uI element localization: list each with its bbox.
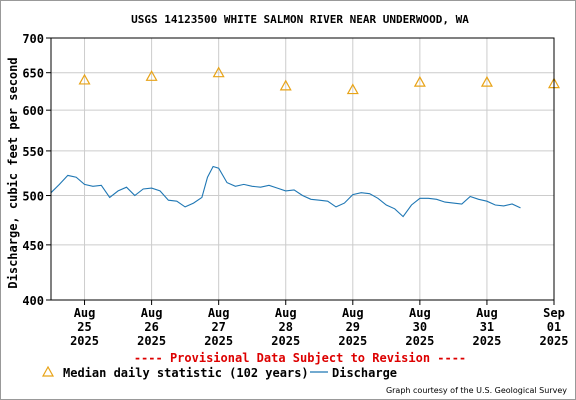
x-tick-label: 27 (211, 320, 225, 334)
x-tick-label: Aug (141, 306, 163, 320)
courtesy-note: Graph courtesy of the U.S. Geological Su… (386, 386, 567, 395)
x-tick-label: 2025 (338, 334, 367, 348)
median-marker-triangle (78, 73, 91, 85)
x-tick-label: 30 (413, 320, 427, 334)
x-tick-label: 2025 (472, 334, 501, 348)
x-tick-label: Sep (543, 306, 565, 320)
discharge-legend-label: Discharge (332, 366, 397, 380)
y-tick-label: 500 (22, 190, 44, 204)
median-marker-triangle (480, 75, 493, 87)
x-tick-label: 29 (346, 320, 360, 334)
x-axis: Aug252025Aug262025Aug272025Aug282025Aug2… (70, 300, 568, 348)
x-tick-label: 31 (480, 320, 494, 334)
x-tick-label: 26 (144, 320, 158, 334)
discharge-line (50, 165, 521, 218)
median-legend-label: Median daily statistic (102 years) (63, 366, 309, 380)
y-axis-label: Discharge, cubic feet per second (6, 57, 20, 288)
y-tick-label: 650 (22, 67, 44, 81)
grid-lines (51, 37, 555, 301)
y-axis: 700 650 600 550 500 450 400 (22, 32, 51, 308)
x-tick-label: Aug (208, 306, 230, 320)
provisional-notice: ---- Provisional Data Subject to Revisio… (134, 351, 466, 365)
x-tick-label: 2025 (271, 334, 300, 348)
median-marker-triangle (212, 66, 225, 78)
chart-title: USGS 14123500 WHITE SALMON RIVER NEAR UN… (131, 13, 469, 26)
x-tick-label: 2025 (204, 334, 233, 348)
x-tick-label: Aug (342, 306, 364, 320)
median-marker-triangle (279, 79, 292, 91)
x-tick-label: 28 (279, 320, 293, 334)
y-tick-label: 600 (22, 104, 44, 118)
x-tick-label: Aug (476, 306, 498, 320)
median-legend-triangle-icon (41, 365, 55, 377)
plot-series (50, 66, 561, 218)
x-tick-label: Aug (275, 306, 297, 320)
y-tick-label: 400 (22, 294, 44, 308)
plot-border (50, 37, 555, 301)
y-tick-label: 550 (22, 145, 44, 159)
x-tick-label: 2025 (540, 334, 569, 348)
x-tick-label: 2025 (405, 334, 434, 348)
x-tick-label: 01 (547, 320, 561, 334)
x-tick-label: Aug (409, 306, 431, 320)
median-marker-triangle (145, 70, 158, 81)
x-tick-label: 2025 (137, 334, 166, 348)
y-tick-label: 450 (22, 239, 44, 253)
x-tick-label: 2025 (70, 334, 99, 348)
x-tick-label: 25 (77, 320, 91, 334)
x-tick-label: Aug (74, 306, 96, 320)
median-marker-triangle (346, 83, 359, 95)
legend: Median daily statistic (102 years) Disch… (41, 365, 397, 380)
median-marker-triangle (413, 75, 426, 87)
y-tick-label: 700 (22, 32, 44, 46)
